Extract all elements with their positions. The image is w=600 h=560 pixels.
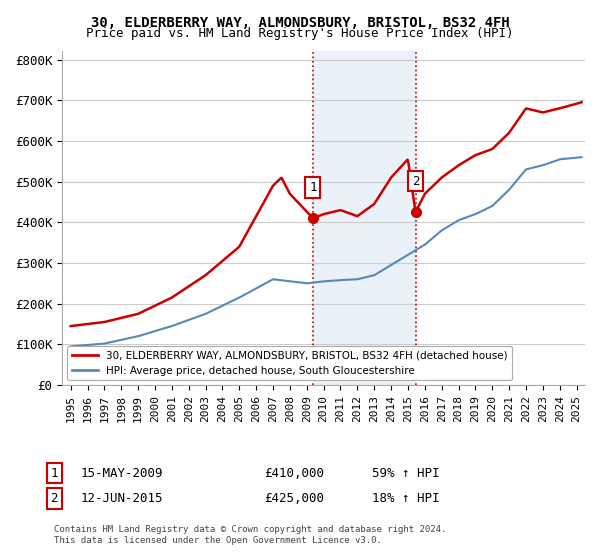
Text: Contains HM Land Registry data © Crown copyright and database right 2024.
This d: Contains HM Land Registry data © Crown c… (54, 525, 446, 545)
Text: 59% ↑ HPI: 59% ↑ HPI (372, 466, 439, 480)
Legend: 30, ELDERBERRY WAY, ALMONDSBURY, BRISTOL, BS32 4FH (detached house), HPI: Averag: 30, ELDERBERRY WAY, ALMONDSBURY, BRISTOL… (67, 346, 512, 380)
Text: 30, ELDERBERRY WAY, ALMONDSBURY, BRISTOL, BS32 4FH: 30, ELDERBERRY WAY, ALMONDSBURY, BRISTOL… (91, 16, 509, 30)
Text: 2: 2 (412, 175, 419, 188)
Text: £410,000: £410,000 (264, 466, 324, 480)
Text: Price paid vs. HM Land Registry's House Price Index (HPI): Price paid vs. HM Land Registry's House … (86, 27, 514, 40)
Text: £425,000: £425,000 (264, 492, 324, 505)
Text: 12-JUN-2015: 12-JUN-2015 (81, 492, 163, 505)
Text: 1: 1 (50, 466, 58, 480)
Text: 2: 2 (50, 492, 58, 505)
Text: 15-MAY-2009: 15-MAY-2009 (81, 466, 163, 480)
Text: 1: 1 (309, 181, 317, 194)
Text: 18% ↑ HPI: 18% ↑ HPI (372, 492, 439, 505)
